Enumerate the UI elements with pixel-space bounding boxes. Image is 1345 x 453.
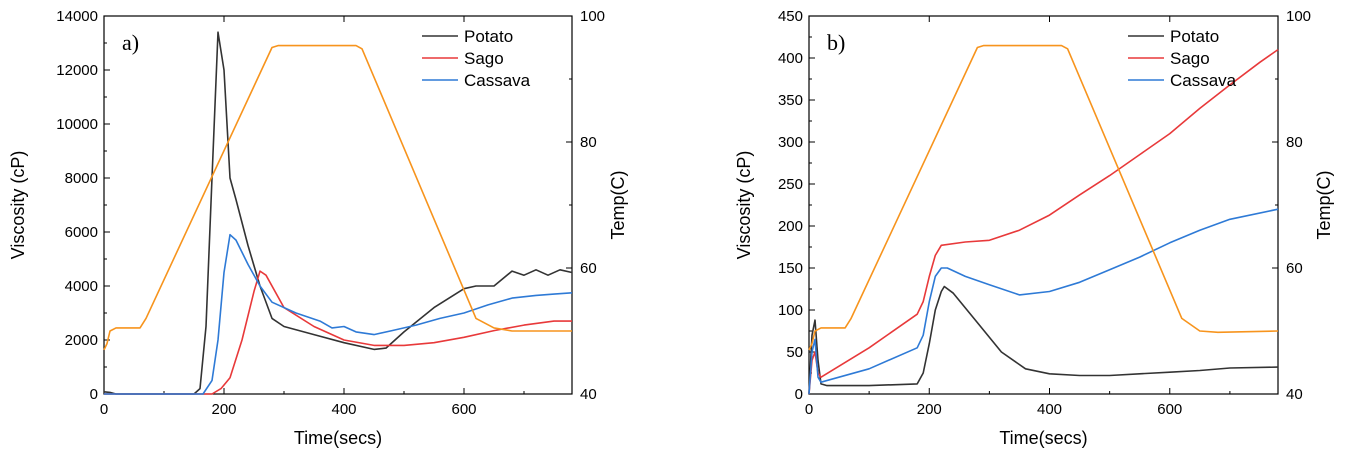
panel-a-y-tick-label: 0 <box>90 386 98 403</box>
panel-b-y-tick-label: 450 <box>778 8 803 25</box>
panel-a-series-potato <box>103 31 573 395</box>
panel-a-legend-label: Cassava <box>464 71 531 90</box>
panel-b-y-tick-label: 250 <box>778 176 803 193</box>
panel-b-y2-tick-label: 100 <box>1286 8 1311 25</box>
panel-b-y2-tick-label: 60 <box>1286 260 1303 277</box>
panel-a-y-axis-label: Viscosity (cP) <box>8 151 28 260</box>
panel-a-series-sago <box>104 270 572 395</box>
panel-b-series-potato <box>808 285 1279 395</box>
panel-a-y-tick-label: 14000 <box>56 8 98 25</box>
panel-b-x-tick-label: 400 <box>1037 401 1062 418</box>
panel-a-y-tick-label: 4000 <box>65 278 98 295</box>
panel-a-x-tick-label: 600 <box>451 401 476 418</box>
panel-b-series-temp <box>808 44 1279 351</box>
panel-b-y2-tick-label: 80 <box>1286 134 1303 151</box>
panel-a-x-axis-label: Time(secs) <box>294 428 382 448</box>
panel-b-chart: 0 200 400 600 0 50 100 150 200 250 300 350 400 450 40 6… <box>734 8 1334 448</box>
panel-b-y-tick-label: 0 <box>795 386 803 403</box>
panel-a-y2-tick-label: 40 <box>580 386 597 403</box>
panel-a-y-tick-label: 2000 <box>65 332 98 349</box>
panel-a-y2-tick-label: 80 <box>580 134 597 151</box>
panel-a-y-tick-label: 8000 <box>65 170 98 187</box>
panel-b-y2-tick-label: 40 <box>1286 386 1303 403</box>
panel-b-y-tick-label: 350 <box>778 92 803 109</box>
panel-a-x-tick-label: 200 <box>211 401 236 418</box>
panel-b-x-tick-label: 600 <box>1157 401 1182 418</box>
panel-b-y-tick-label: 200 <box>778 218 803 235</box>
panel-b-x-axis-label: Time(secs) <box>999 428 1087 448</box>
panel-a-x-tick-label: 400 <box>331 401 356 418</box>
panel-b-y-axis-label: Viscosity (cP) <box>734 151 754 260</box>
panel-a-y-tick-label: 10000 <box>56 116 98 133</box>
panel-a-y2-tick-label: 100 <box>580 8 605 25</box>
panel-a-legend-label: Sago <box>464 49 504 68</box>
panel-a-series-cassava <box>104 233 573 395</box>
panel-a-legend-label: Potato <box>464 27 513 46</box>
panel-b-y-tick-label: 400 <box>778 50 803 67</box>
panel-b-y-tick-label: 300 <box>778 134 803 151</box>
panel-a-y2-axis-label: Temp(C) <box>608 170 628 239</box>
panel-b-series-cassava <box>808 208 1279 395</box>
panel-b-y-tick-label: 150 <box>778 260 803 277</box>
panel-b-legend-label: Potato <box>1170 27 1219 46</box>
panel-a-y2-tick-label: 60 <box>580 260 597 277</box>
panel-b-x-tick-label: 200 <box>917 401 942 418</box>
panel-b-y2-axis-label: Temp(C) <box>1314 170 1334 239</box>
panel-a-y-tick-label: 12000 <box>56 62 98 79</box>
panel-b-y-tick-label: 100 <box>778 302 803 319</box>
panel-b-y-tick-label: 50 <box>786 344 803 361</box>
panel-a-panel-label: a) <box>122 30 139 55</box>
panel-b-legend-label: Sago <box>1170 49 1210 68</box>
panel-a-series-temp <box>103 44 572 351</box>
panel-a-y-tick-label: 6000 <box>65 224 98 241</box>
panel-a-chart: 0 200 400 600020004000600080001000012000140… <box>8 8 628 448</box>
panel-b-x-tick-label: 0 <box>805 401 813 418</box>
panel-b-legend-label: Cassava <box>1170 71 1237 90</box>
panel-a-x-tick-label: 0 <box>100 401 108 418</box>
panel-b-panel-label: b) <box>827 30 845 55</box>
panel-b-series-sago <box>808 48 1279 395</box>
